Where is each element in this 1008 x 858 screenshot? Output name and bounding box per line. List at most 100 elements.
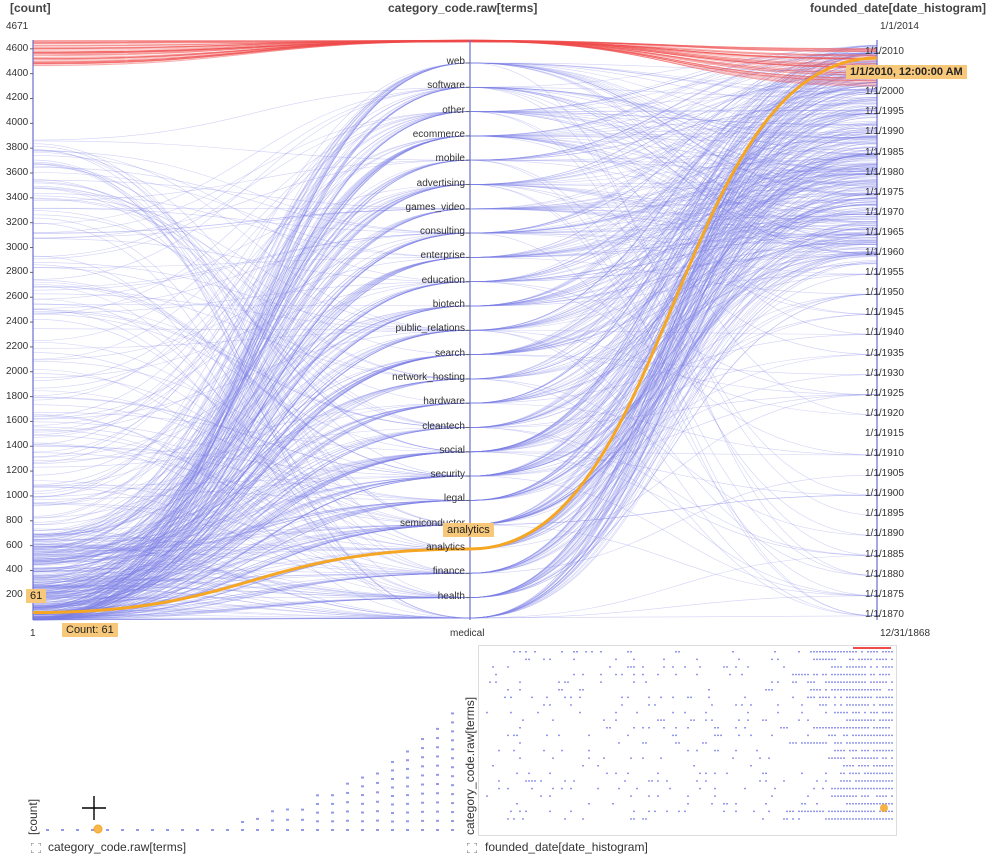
scatter-point xyxy=(451,820,454,823)
scatter-point xyxy=(669,787,671,790)
record-line xyxy=(32,54,878,620)
scatter-point xyxy=(816,689,818,691)
scatter-point xyxy=(648,727,650,729)
record-line xyxy=(32,110,878,595)
scatter-point xyxy=(858,765,860,767)
scatter-point xyxy=(286,829,289,831)
date-tick-label: 1/1/1880 xyxy=(865,568,904,580)
count-axis-min: 1 xyxy=(30,628,36,639)
scatter-point xyxy=(864,689,866,691)
scatter-point xyxy=(786,818,788,820)
record-line xyxy=(32,218,878,616)
scatter-point xyxy=(879,704,881,706)
scatter-point xyxy=(891,765,893,767)
scatter-point xyxy=(678,742,680,744)
scatter-point xyxy=(888,765,890,767)
scatter-point xyxy=(361,820,364,823)
scatter-point xyxy=(606,772,608,775)
record-line xyxy=(32,62,878,612)
category-tick-label: biotech xyxy=(432,299,465,310)
scatter-point xyxy=(714,749,716,752)
scatter-point xyxy=(519,689,521,691)
record-line xyxy=(32,242,878,572)
category-tick-label: ecommerce xyxy=(412,128,465,140)
scatter-point xyxy=(882,803,884,805)
scatter-point xyxy=(846,780,848,782)
scatter-point xyxy=(864,757,866,759)
scatter-point xyxy=(879,673,881,676)
scatter-point xyxy=(519,810,521,813)
scatter-point xyxy=(801,711,803,714)
highlighted-point[interactable] xyxy=(880,804,888,812)
scatter-point xyxy=(831,727,833,729)
count-tick-label: 1400 xyxy=(6,440,29,452)
count-tick-label: 4200 xyxy=(6,92,29,104)
scatter-point xyxy=(76,829,79,831)
scatter-point xyxy=(834,658,836,661)
scatter-point xyxy=(828,810,830,813)
scatter-point xyxy=(843,795,845,797)
scatter-point xyxy=(630,818,632,820)
scatter-point xyxy=(807,681,809,683)
scatter-point xyxy=(882,787,884,790)
record-line xyxy=(32,62,878,606)
scatter-point xyxy=(825,772,827,775)
scatter-point xyxy=(813,658,815,661)
scatter-point xyxy=(891,780,893,782)
record-line xyxy=(32,239,878,501)
count-tick-label: 4600 xyxy=(6,42,29,54)
record-line xyxy=(32,191,878,557)
scatter-point xyxy=(831,651,833,653)
count-by-category-scatter[interactable] xyxy=(28,645,460,840)
scatter-point xyxy=(615,719,617,721)
scatter-point xyxy=(888,673,890,676)
scatter-point xyxy=(867,803,869,805)
record-line xyxy=(32,217,878,617)
record-line xyxy=(32,248,878,592)
scatter-point xyxy=(849,719,851,721)
scatter-point xyxy=(849,810,851,813)
scatter-point xyxy=(621,673,623,676)
scatter-point xyxy=(654,704,656,706)
record-line xyxy=(32,135,878,582)
highlighted-record-line[interactable] xyxy=(32,56,878,615)
scatter-point xyxy=(876,689,878,691)
scatter-point xyxy=(744,727,746,729)
scatter-point xyxy=(819,810,821,813)
expand-icon[interactable] xyxy=(467,843,477,853)
scatter-point xyxy=(867,795,869,797)
expand-icon[interactable] xyxy=(31,843,41,853)
scatter-point xyxy=(876,772,878,775)
scatter-point xyxy=(564,681,566,683)
scatter-point xyxy=(831,734,833,737)
record-line xyxy=(32,166,878,591)
record-line xyxy=(32,239,878,610)
scatter-point xyxy=(765,689,767,691)
highlighted-point[interactable] xyxy=(93,824,103,834)
count-tick-label: 800 xyxy=(6,514,23,526)
scatter-point xyxy=(864,696,866,699)
scatter-point xyxy=(346,829,349,831)
record-line xyxy=(32,159,878,576)
record-line xyxy=(32,233,878,565)
scatter-point xyxy=(864,803,866,805)
scatter-point xyxy=(864,787,866,790)
record-line xyxy=(32,153,878,307)
scatter-point xyxy=(522,719,524,721)
founded-axis-title: founded_date[date_histogram] xyxy=(810,1,987,15)
scatter-point xyxy=(825,780,827,782)
scatter-point xyxy=(708,689,710,691)
scatter-point xyxy=(421,819,424,822)
category-by-date-scatter[interactable] xyxy=(478,645,903,840)
scatter-point xyxy=(645,681,647,683)
scatter-point xyxy=(885,772,887,775)
scatter-point xyxy=(391,820,394,823)
scatter-point xyxy=(837,749,839,752)
scatter-point xyxy=(873,651,875,653)
scatter-point xyxy=(885,696,887,699)
scatter-point xyxy=(837,742,839,744)
scatter-point xyxy=(648,810,650,813)
scatter-point xyxy=(561,749,563,752)
scatter-point xyxy=(528,780,530,782)
